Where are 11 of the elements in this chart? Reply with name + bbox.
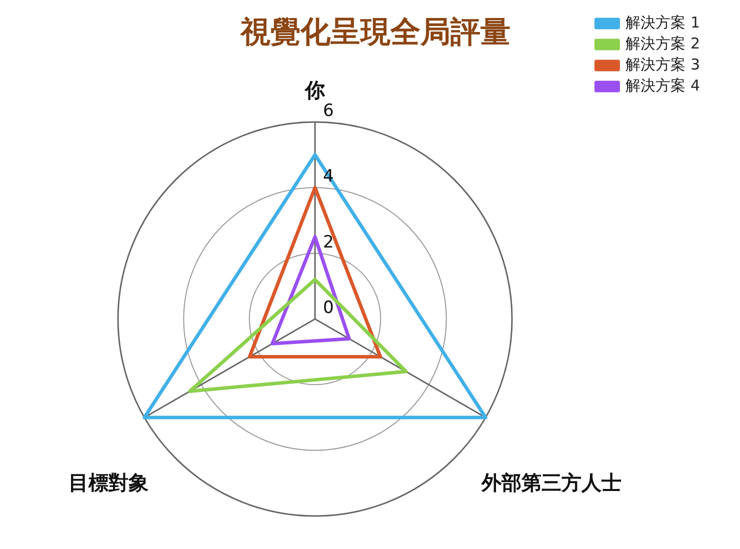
legend-label: 解決方案 1 (626, 13, 700, 32)
chart-title: 視覺化呈現全局評量 (240, 14, 510, 50)
spoke-label: 你 (304, 78, 326, 102)
spoke-label: 外部第三方人士 (480, 470, 622, 495)
legend-label: 解決方案 2 (626, 34, 700, 52)
y-tick-label: 0 (323, 298, 334, 318)
legend-label: 解決方案 4 (626, 76, 700, 94)
legend-label: 解決方案 3 (626, 55, 700, 74)
spoke-label: 目標對象 (68, 470, 148, 495)
y-tick-label: 6 (323, 100, 334, 121)
y-tick-label: 2 (323, 232, 334, 252)
